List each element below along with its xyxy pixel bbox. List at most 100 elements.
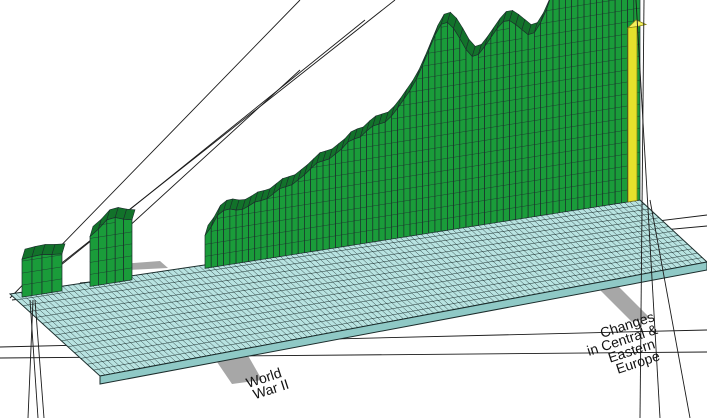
- surface-cap: [51, 243, 66, 255]
- surface-column: [434, 22, 442, 233]
- surface-column: [248, 201, 256, 262]
- guide-line: [639, 0, 645, 418]
- guide-line: [635, 0, 661, 418]
- surface-column: [621, 0, 628, 204]
- surface-strata: [98, 222, 116, 226]
- surface-strata: [416, 43, 641, 80]
- surface-column: [310, 161, 318, 253]
- surface-strata: [217, 151, 641, 219]
- surface-strata: [484, 38, 522, 45]
- surface-column: [515, 23, 523, 220]
- surface-column: [41, 254, 53, 295]
- surface-column: [229, 208, 237, 265]
- surface-strata: [21, 266, 63, 274]
- surface-strata: [89, 243, 133, 251]
- highlight-bar: [627, 26, 638, 203]
- floor-row-line: [80, 248, 693, 359]
- surface-strata: [540, 7, 641, 24]
- surface-strata: [211, 163, 641, 232]
- surface-column: [608, 0, 616, 206]
- floor-row-line: [42, 221, 664, 324]
- surface-column: [235, 209, 243, 264]
- surface-strata: [89, 255, 133, 263]
- chart-floor: [8, 199, 707, 385]
- surface-column: [391, 107, 398, 240]
- guide-line: [649, 199, 691, 418]
- floor-row-line: [22, 208, 650, 306]
- surface-column: [571, 0, 579, 212]
- surface-column: [123, 218, 133, 282]
- surface-column: [447, 21, 454, 231]
- surface-column: [51, 253, 63, 293]
- surface-strata: [21, 254, 63, 262]
- surface-column: [521, 28, 529, 219]
- surface-column: [596, 0, 604, 208]
- surface-column: [106, 217, 116, 285]
- guide-line: [27, 299, 34, 418]
- surface-column: [372, 123, 380, 243]
- surface-strata: [391, 79, 641, 120]
- floor-row-line: [35, 217, 660, 318]
- surface-cap: [123, 208, 136, 221]
- surface-cap: [540, 0, 550, 23]
- surface-column: [260, 198, 268, 260]
- front-guide-lines: [27, 0, 691, 418]
- surface-column: [316, 160, 324, 252]
- surface-column: [589, 0, 597, 209]
- surface-strata: [89, 267, 133, 275]
- surface-column: [496, 20, 504, 223]
- surface-strata: [204, 175, 641, 245]
- surface-column: [459, 36, 467, 229]
- surface-strata: [478, 31, 641, 58]
- surface-column: [490, 27, 498, 224]
- surface-column: [602, 0, 610, 207]
- floor-row-line: [61, 235, 679, 342]
- surface-column: [322, 158, 330, 251]
- annotation-ww2: World War II: [244, 363, 291, 403]
- surface-strata: [204, 187, 641, 257]
- surface-strata: [341, 103, 641, 152]
- guide-line: [24, 0, 396, 293]
- surface-column: [279, 186, 287, 258]
- surface-column: [409, 77, 417, 237]
- surface-column: [465, 48, 473, 228]
- surface-column: [577, 0, 585, 211]
- surface-column: [254, 200, 262, 261]
- floor-row-line: [87, 252, 698, 365]
- surface-column: [31, 254, 43, 296]
- surface-column: [114, 217, 124, 283]
- surface-column: [509, 19, 517, 221]
- floor-row-line: [93, 257, 703, 371]
- data-surface: [21, 0, 648, 298]
- surface-strata: [534, 19, 641, 37]
- surface-strata: [310, 115, 641, 168]
- surface-column: [552, 0, 560, 215]
- surface-column: [328, 153, 336, 250]
- surface-column: [558, 0, 566, 214]
- surface-column: [478, 45, 485, 226]
- surface-strata: [410, 55, 641, 93]
- surface-column: [471, 53, 479, 227]
- surface-column: [266, 192, 274, 260]
- surface-strata: [546, 0, 616, 11]
- surface-column: [440, 21, 448, 232]
- surface-strata: [497, 28, 510, 31]
- surface-column: [297, 174, 305, 255]
- floor-row-line: [67, 239, 684, 347]
- surface-strata: [21, 278, 63, 286]
- surface-column: [291, 178, 299, 256]
- floor-row-line: [29, 213, 655, 312]
- surface-column: [484, 36, 492, 225]
- surface-column: [397, 97, 405, 239]
- surface-column: [273, 187, 280, 259]
- surface-strata: [428, 48, 460, 54]
- surface-strata: [298, 127, 641, 182]
- surface-column: [453, 27, 461, 230]
- surface-column: [347, 138, 355, 247]
- surface-column: [98, 218, 108, 286]
- surface-column: [546, 0, 554, 216]
- surface-column: [614, 0, 622, 205]
- floor-row-line: [48, 226, 669, 330]
- surface-column: [565, 0, 572, 213]
